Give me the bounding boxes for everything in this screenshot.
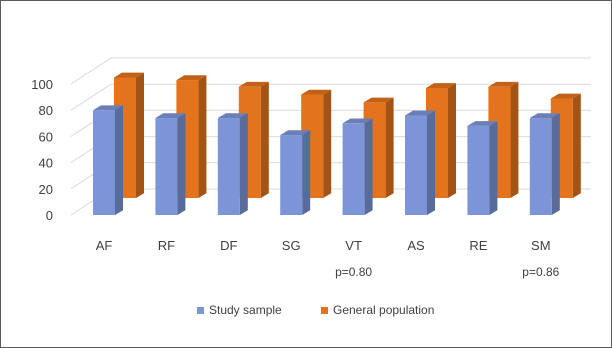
bar-side — [448, 83, 456, 198]
bar-general-population — [488, 81, 519, 198]
bar-study-sample — [342, 118, 373, 215]
bars — [93, 72, 581, 215]
bar-study-sample — [405, 110, 435, 215]
bar-side — [385, 97, 394, 198]
bar-study-sample — [155, 113, 186, 215]
bar-study-sample-top — [155, 113, 186, 119]
bar-study-sample-top — [405, 110, 435, 116]
x-category-label: VT — [345, 238, 362, 253]
bar-study-sample-front — [155, 118, 178, 215]
bar-side — [198, 75, 207, 198]
x-category-label: DF — [220, 238, 237, 253]
bar-study-sample-side — [364, 118, 373, 215]
bar-study-sample — [529, 113, 560, 215]
bar-top — [114, 72, 144, 78]
p-value-annotation: p=0.80 — [335, 265, 372, 279]
bar-study-sample-front — [467, 125, 490, 215]
x-category-label: AS — [407, 238, 425, 253]
gridline — [70, 57, 591, 85]
bar-side — [136, 72, 144, 198]
legend-swatch — [321, 307, 328, 314]
bar-study-sample-side — [115, 105, 123, 215]
bar-study-sample-top — [529, 113, 560, 119]
bar-study-sample-front — [93, 110, 115, 215]
bar-study-sample-front — [280, 135, 303, 215]
gridline — [70, 83, 591, 111]
bar-study-sample-side — [177, 113, 186, 215]
bar-study-sample-side — [302, 130, 311, 215]
bar-top — [426, 83, 456, 88]
bar-top — [550, 93, 581, 99]
y-tick-label: 40 — [39, 156, 53, 171]
bar-study-sample-top — [93, 105, 123, 111]
legend-swatch — [197, 307, 204, 314]
bar-study-sample-front — [529, 118, 552, 215]
y-tick-label: 100 — [31, 77, 53, 92]
y-tick-label: 0 — [46, 208, 53, 223]
bar-study-sample-side — [239, 113, 248, 215]
bar-side — [510, 81, 519, 198]
bar-study-sample — [93, 105, 123, 215]
p-value-annotation: p=0.86 — [522, 265, 559, 279]
bar-side — [323, 89, 332, 198]
legend-label: General population — [333, 303, 434, 317]
bar-top — [363, 97, 394, 103]
bar-top — [176, 75, 207, 81]
bar-study-sample-top — [467, 121, 498, 126]
bar-study-sample-front — [405, 115, 427, 215]
bar-study-sample-top — [217, 113, 248, 119]
bar-study-sample-top — [342, 118, 373, 124]
bar-top — [488, 81, 519, 87]
legend-label: Study sample — [209, 303, 282, 317]
bar-study-sample-top — [280, 130, 311, 136]
bar-study-sample-front — [217, 118, 240, 215]
bar-study-sample-front — [342, 123, 365, 215]
bar-side — [572, 93, 581, 198]
y-tick-label: 60 — [39, 129, 53, 144]
x-axis-labels: AF RF DF SG VT p=0.80 AS RE SM p=0.86 — [96, 238, 560, 279]
y-tick-label: 80 — [39, 103, 53, 118]
x-category-label: SG — [282, 238, 301, 253]
bar-study-sample-side — [427, 110, 435, 215]
bar-side — [260, 81, 269, 198]
y-tick-label: 20 — [39, 182, 53, 197]
bar-study-sample-side — [489, 121, 498, 215]
bar-study-sample — [280, 130, 311, 215]
bar-study-sample-side — [551, 113, 560, 215]
bar-top — [238, 81, 269, 87]
x-category-label: SM — [531, 238, 551, 253]
x-category-label: RF — [158, 238, 175, 253]
x-category-label: AF — [96, 238, 113, 253]
bar-study-sample — [217, 113, 248, 215]
x-category-label: RE — [469, 238, 487, 253]
bar-top — [301, 89, 332, 95]
legend: Study sample General population — [197, 303, 434, 317]
bar-study-sample — [467, 121, 498, 215]
y-axis-ticks: 0 20 40 60 80 100 — [31, 77, 53, 223]
